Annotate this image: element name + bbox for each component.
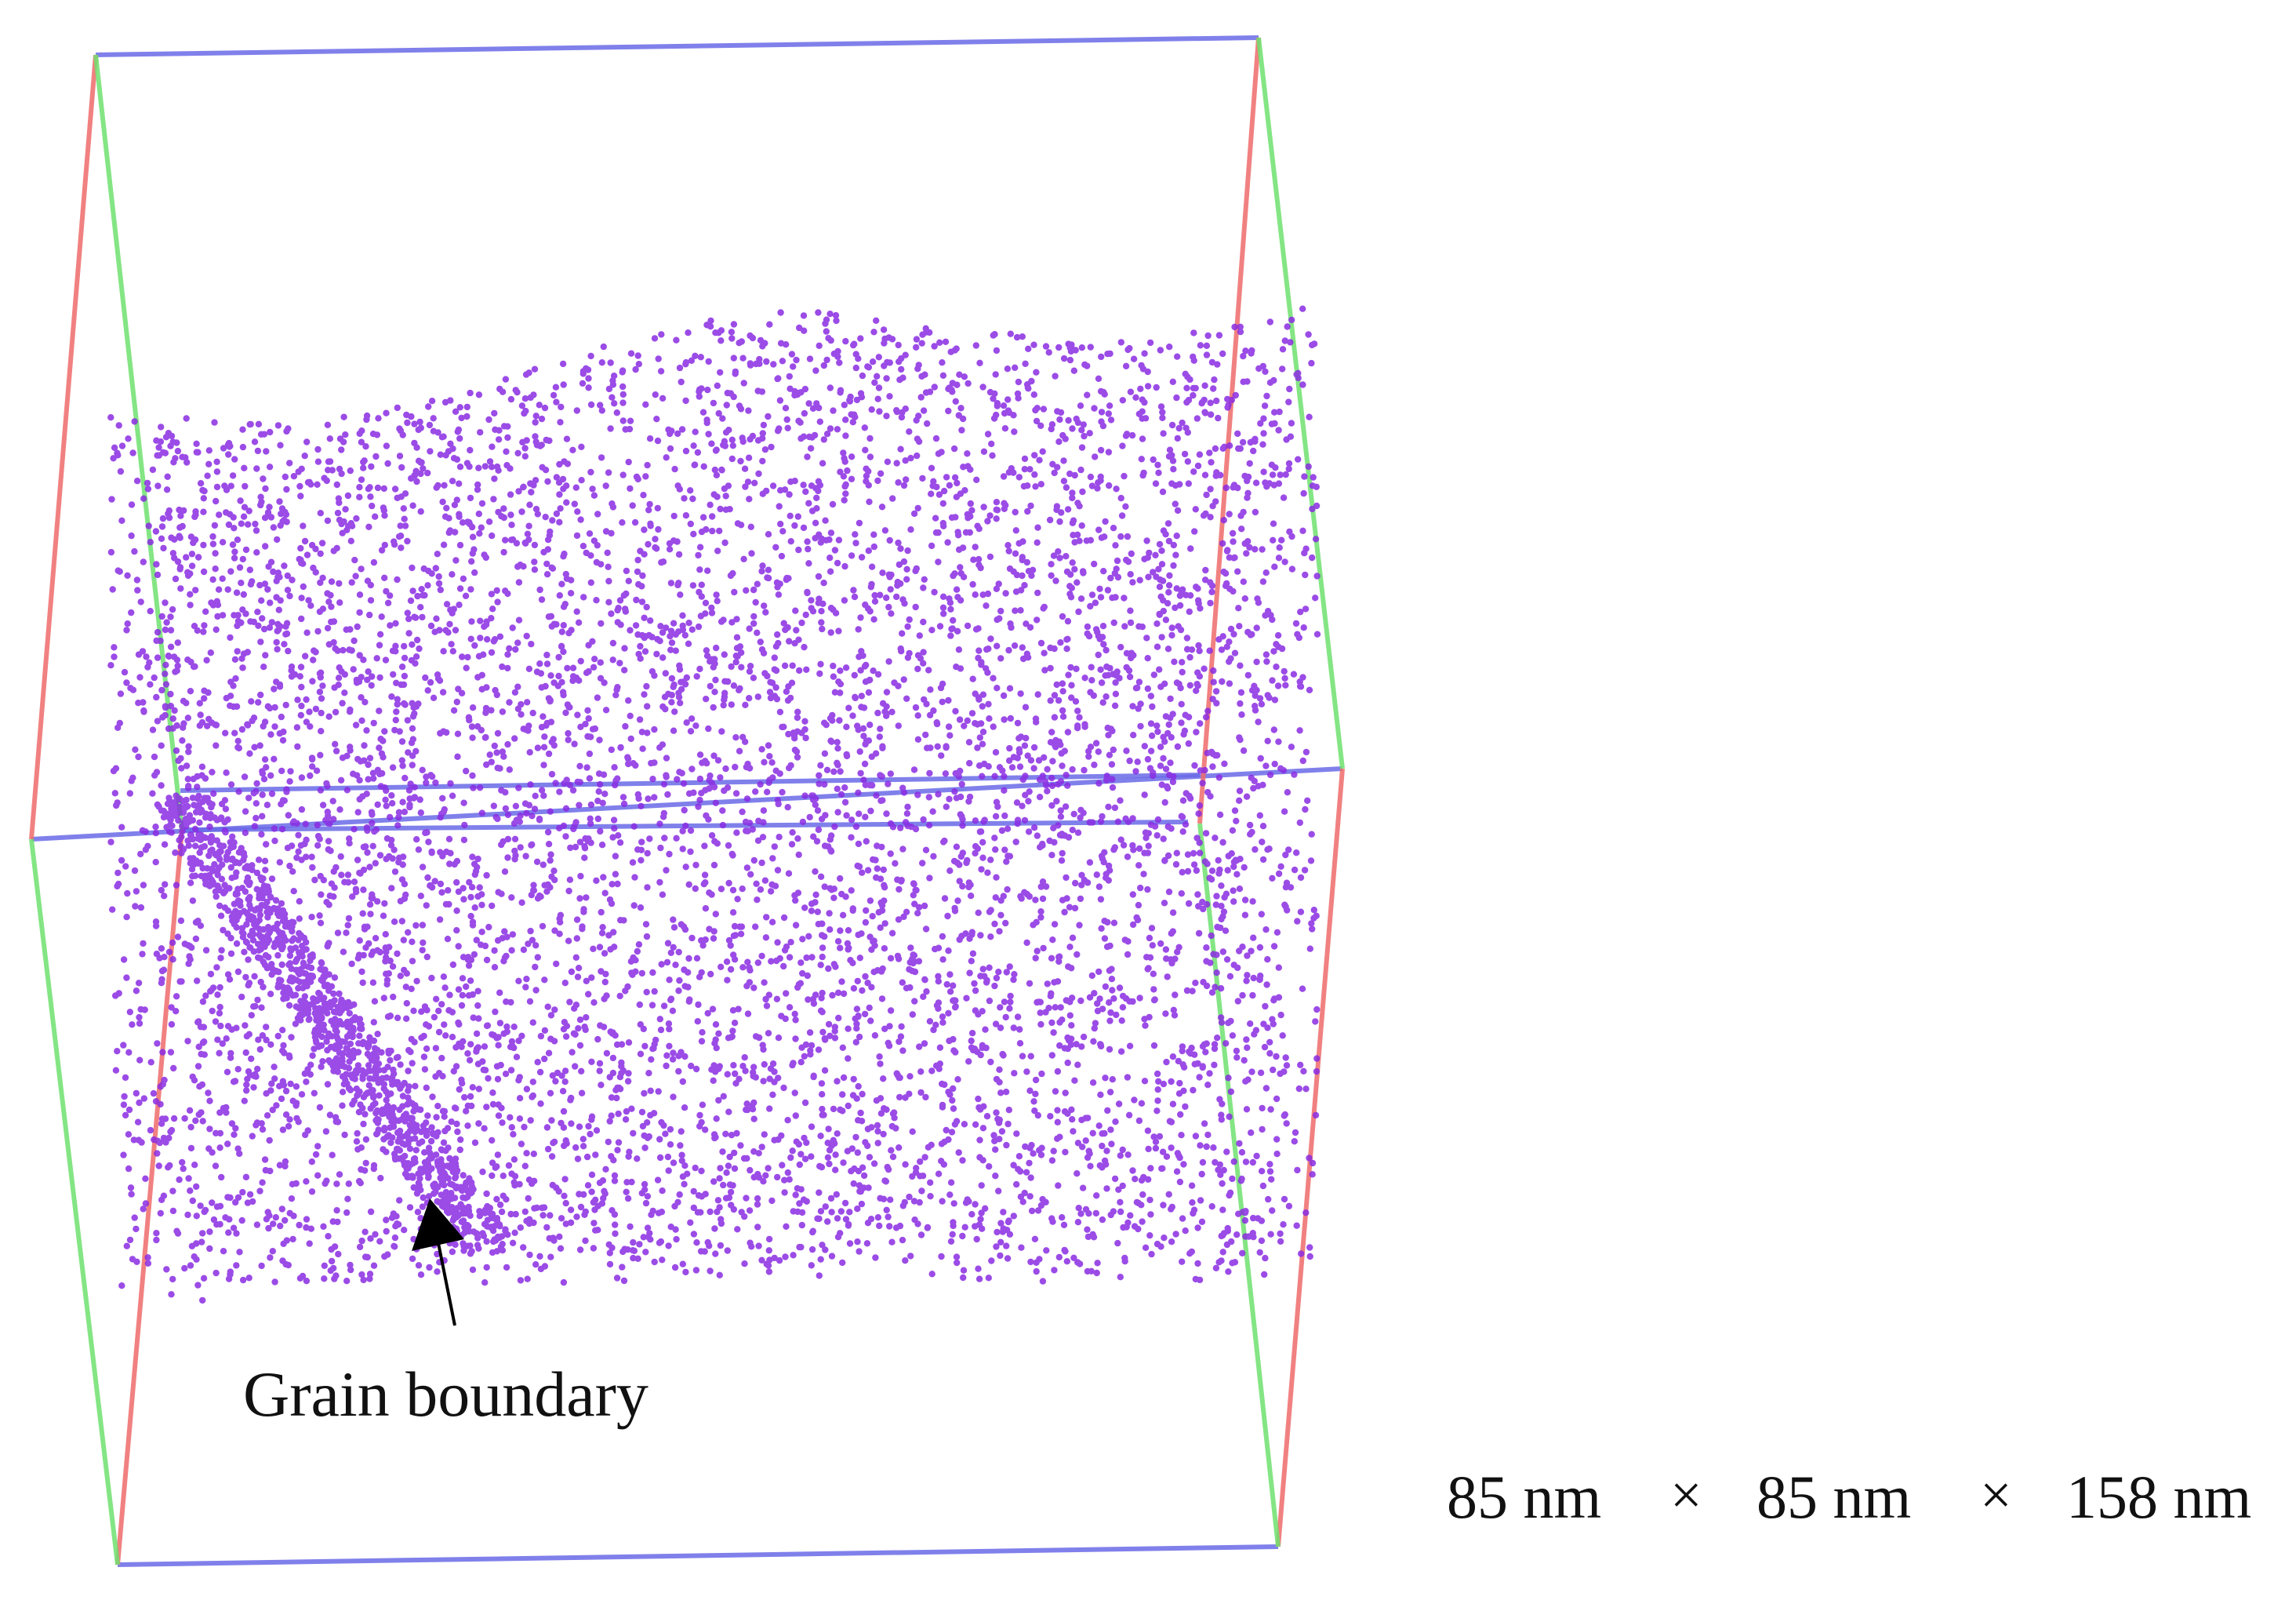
dimension-z: 158 nm: [2066, 1463, 2251, 1531]
grain-boundary-arrow-head: [412, 1198, 464, 1251]
grain-boundary-label: Grain boundary: [243, 1358, 648, 1430]
box-edge-top-front: [95, 35, 1259, 57]
annotation-layer: Grain boundary: [243, 1198, 648, 1430]
box-edge-mid-back: [180, 773, 1201, 793]
dimension-x: 85 nm: [1447, 1463, 1601, 1531]
dimension-separator-2: ×: [1980, 1464, 2012, 1526]
box-edge-right-depth-upper: [1256, 37, 1345, 769]
box-edge-bottom: [117, 1544, 1279, 1567]
dimensions-caption: 85 nm × 85 nm × 158 nm: [1447, 1463, 2251, 1531]
box-edge-left-depth-lower: [29, 838, 120, 1565]
box-edge-left-depth-upper: [93, 54, 184, 831]
box-edge-right-upper: [1197, 37, 1261, 824]
atom-cloud: [107, 305, 1321, 1304]
dimension-separator-1: ×: [1670, 1464, 1702, 1526]
box-edge-right-depth-lower: [1197, 823, 1281, 1547]
atom-points: [107, 305, 1321, 1304]
box-edge-left-upper: [29, 54, 98, 840]
dimension-y: 85 nm: [1757, 1463, 1911, 1531]
